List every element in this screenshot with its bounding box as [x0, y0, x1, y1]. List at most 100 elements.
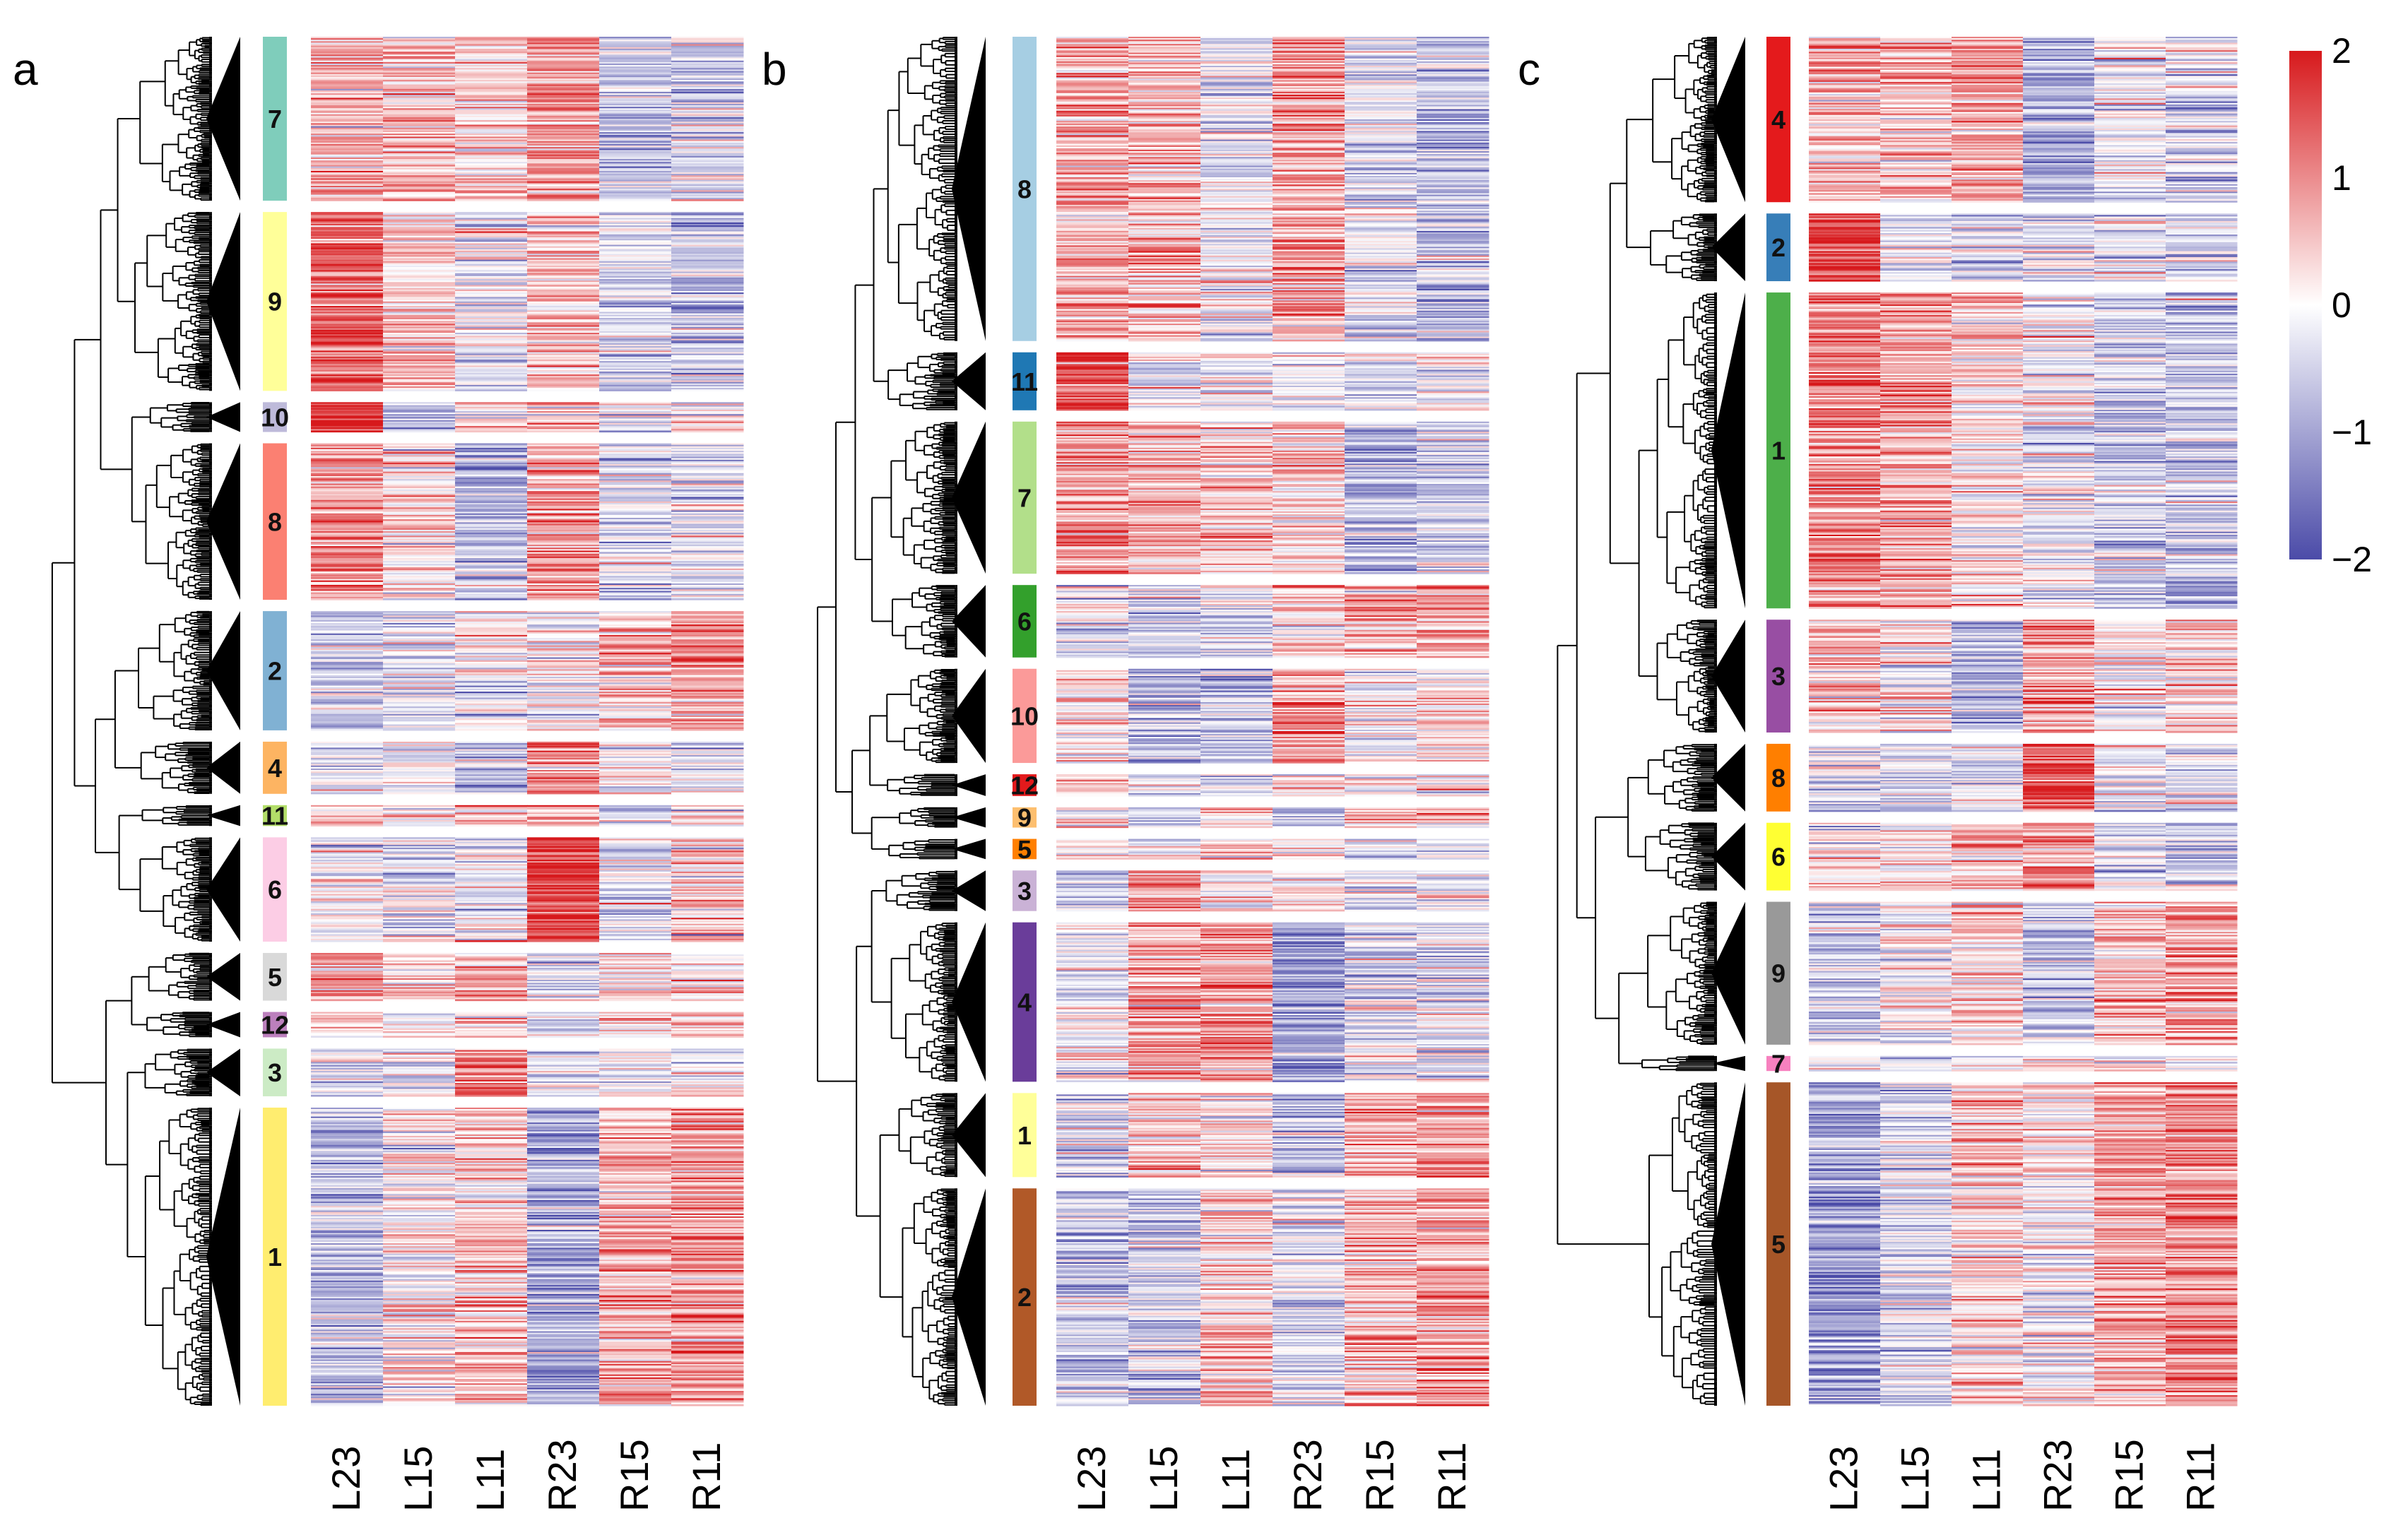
cluster-label: 2	[1017, 1283, 1032, 1312]
cluster-dendrogram	[145, 443, 240, 600]
cluster-heatmap	[1809, 901, 2238, 1045]
panel-a: a 7 9 10 8 2 4 11 6 5 12 3 1 L23 L15 L11 R23 R15 R11	[13, 37, 744, 1512]
column-label-R11: R11	[1429, 1442, 1474, 1512]
panel-letter: b	[762, 44, 787, 95]
cluster-9: 9	[899, 803, 1489, 832]
cluster-color-bar	[1013, 37, 1037, 341]
cluster-color-bar	[1013, 774, 1037, 796]
cluster-dendrogram	[886, 668, 986, 764]
cluster-label: 7	[1771, 1050, 1786, 1079]
cluster-dendrogram	[1647, 901, 1745, 1045]
cluster-color-bar	[1013, 838, 1037, 860]
column-label-L23: L23	[1069, 1446, 1114, 1512]
cluster-2: 2	[1650, 213, 2238, 282]
cluster-heatmap	[1056, 1093, 1489, 1178]
cluster-dendrogram	[146, 1012, 240, 1038]
cluster-7: 7	[139, 37, 744, 201]
cluster-1: 1	[1656, 292, 2238, 609]
cluster-color-bar	[263, 212, 287, 391]
column-label-R23: R23	[2036, 1439, 2080, 1512]
column-label-R11: R11	[2178, 1442, 2223, 1512]
colorbar-tick-label: 1	[2332, 158, 2351, 198]
cluster-color-bar	[263, 402, 287, 432]
cluster-heatmap	[1056, 1188, 1489, 1406]
top-dendrogram	[1557, 119, 1658, 1245]
column-label-L23: L23	[1822, 1446, 1866, 1512]
cluster-label: 7	[268, 105, 282, 134]
column-label-R15: R15	[2107, 1439, 2152, 1512]
colorbar	[2289, 51, 2322, 559]
cluster-color-bar	[1766, 822, 1790, 891]
cluster-color-bar	[1766, 213, 1790, 282]
cluster-heatmap	[311, 212, 744, 391]
cluster-color-bar	[263, 1107, 287, 1406]
column-label-L11: L11	[468, 1449, 512, 1512]
cluster-color-bar	[1013, 922, 1037, 1082]
cluster-10: 10	[149, 402, 744, 433]
cluster-heatmap	[311, 1048, 744, 1097]
cluster-label: 8	[1017, 174, 1032, 203]
cluster-dendrogram	[139, 37, 240, 201]
cluster-heatmap	[311, 805, 744, 826]
cluster-1: 1	[898, 1093, 1489, 1178]
cluster-dendrogram	[140, 741, 240, 795]
cluster-4: 4	[1652, 37, 2238, 203]
cluster-6: 6	[139, 837, 744, 942]
cluster-color-bar	[1766, 292, 1790, 609]
cluster-dendrogram	[1650, 213, 1745, 282]
cluster-dendrogram	[1644, 822, 1745, 891]
column-label-R15: R15	[612, 1439, 656, 1512]
cluster-label: 1	[1017, 1121, 1032, 1150]
cluster-label: 9	[1771, 959, 1786, 988]
cluster-heatmap	[311, 443, 744, 600]
cluster-label: 3	[1771, 662, 1786, 691]
cluster-heatmap	[311, 837, 744, 942]
cluster-dendrogram	[138, 610, 240, 731]
cluster-color-bar	[1766, 1055, 1790, 1072]
column-label-R23: R23	[1285, 1439, 1330, 1512]
cluster-label: 8	[1771, 764, 1786, 793]
panel-c: c 4 2 1 3 8 6 9 7 5 L23 L15 L11 R23 R15 R11	[1518, 37, 2238, 1512]
cluster-label: 6	[1771, 843, 1786, 872]
cluster-color-bar	[1013, 1093, 1037, 1178]
cluster-color-bar	[1013, 585, 1037, 658]
cluster-color-bar	[1013, 352, 1037, 410]
column-label-L11: L11	[1213, 1449, 1258, 1512]
cluster-dendrogram	[890, 421, 986, 574]
cluster-heatmap	[311, 953, 744, 1002]
column-label-L11: L11	[1964, 1449, 2009, 1512]
cluster-heatmap	[1056, 922, 1489, 1082]
cluster-heatmap	[1056, 838, 1489, 860]
cluster-color-bar	[1766, 901, 1790, 1045]
cluster-7: 7	[890, 421, 1489, 574]
column-label-R15: R15	[1357, 1439, 1402, 1512]
column-label-L23: L23	[324, 1446, 368, 1512]
cluster-heatmap	[1809, 743, 2238, 812]
cluster-color-bar	[1766, 743, 1790, 812]
cluster-heatmap	[1809, 213, 2238, 282]
top-dendrogram	[51, 118, 150, 1257]
column-label-R23: R23	[540, 1439, 584, 1512]
colorbar-tick-label: −1	[2332, 413, 2372, 452]
cluster-label: 11	[261, 802, 288, 831]
cluster-color-bar	[263, 953, 287, 1001]
cluster-1: 1	[144, 1107, 744, 1406]
cluster-12: 12	[887, 771, 1489, 800]
cluster-label: 10	[1010, 701, 1039, 730]
cluster-label: 9	[1017, 803, 1032, 832]
cluster-dendrogram	[887, 352, 986, 410]
cluster-heatmap	[1056, 37, 1489, 342]
cluster-6: 6	[892, 585, 1489, 658]
column-label-L15: L15	[1893, 1446, 1937, 1512]
cluster-color-bar	[263, 805, 287, 826]
cluster-heatmap	[1809, 822, 2238, 891]
cluster-dendrogram	[134, 211, 240, 391]
cluster-heatmap	[1056, 668, 1489, 764]
column-label-L15: L15	[396, 1446, 440, 1512]
cluster-label: 4	[268, 754, 282, 783]
cluster-color-bar	[263, 1012, 287, 1038]
cluster-5: 5	[148, 952, 744, 1002]
cluster-7: 7	[1641, 1050, 2238, 1079]
cluster-dendrogram	[902, 1188, 986, 1406]
